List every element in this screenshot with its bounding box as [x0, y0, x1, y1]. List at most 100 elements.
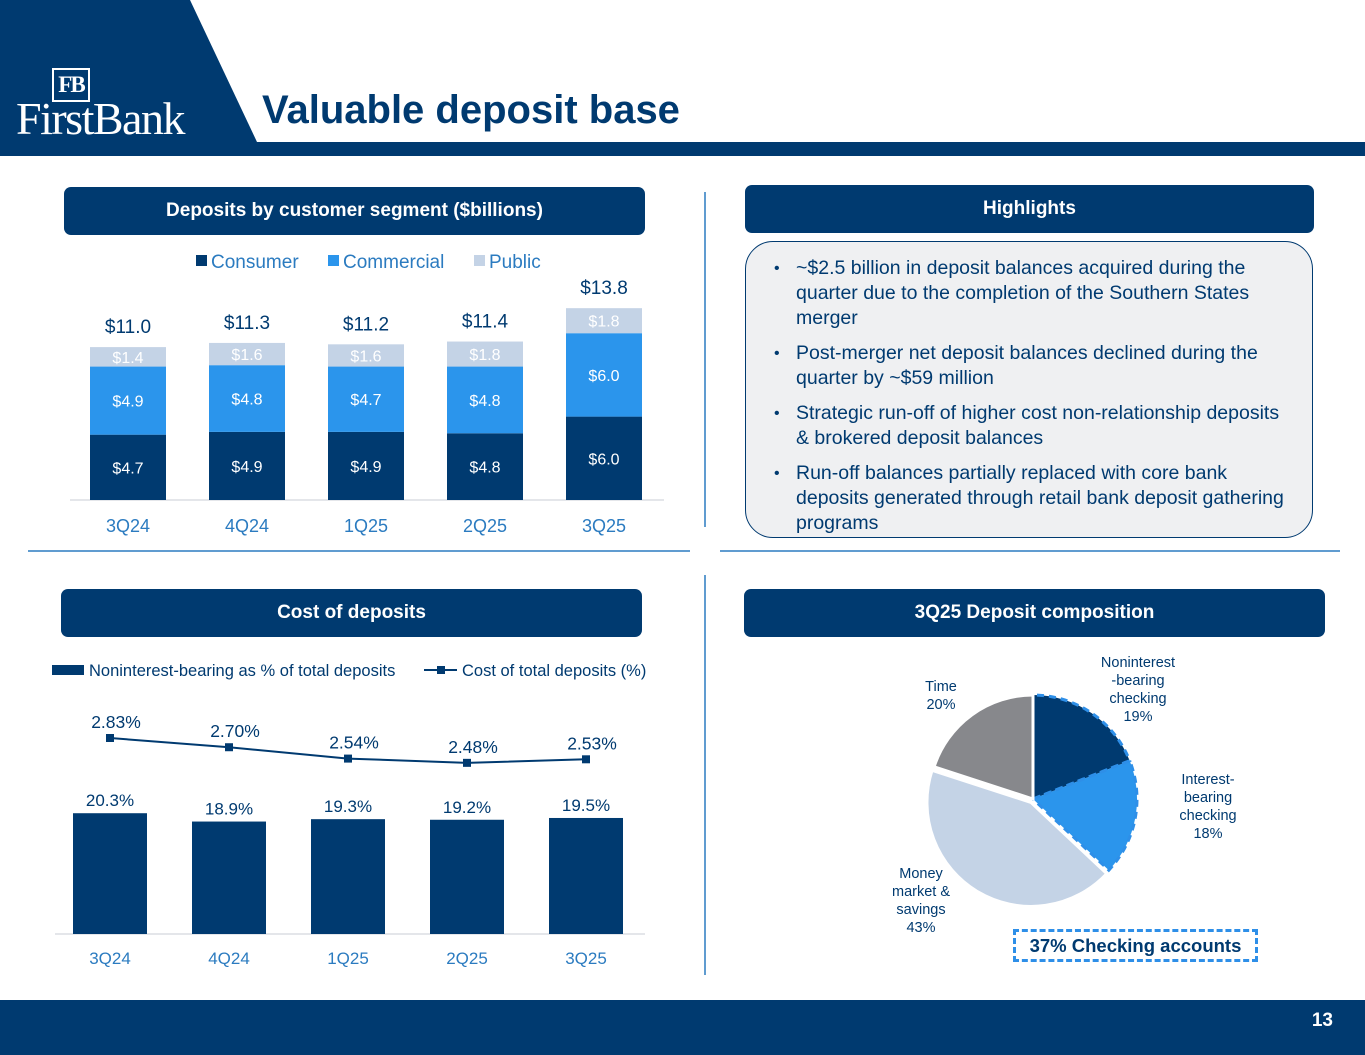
bar-commercial-3Q25	[566, 333, 642, 417]
x-tick-1Q25: 1Q25	[327, 949, 369, 968]
cost-marker-2Q25	[463, 758, 471, 767]
highlights-list: ~$2.5 billion in deposit balances acquir…	[746, 242, 1312, 536]
pie-label-money-market-savings: market &	[892, 884, 950, 900]
x-tick-3Q25: 3Q25	[565, 949, 607, 968]
page-number: 13	[1311, 1010, 1333, 1031]
bar-noninterest-4Q24	[192, 821, 266, 934]
legend-label-cost-line: Cost of total deposits (%)	[462, 662, 646, 680]
legend-label-noninterest-bars: Noninterest-bearing as % of total deposi…	[89, 662, 395, 680]
cost-label-3Q24: 2.83%	[91, 712, 141, 732]
header-graphic	[0, 0, 1365, 156]
bar-public-3Q24	[90, 347, 166, 367]
firstbank-logo-mark: FB	[52, 68, 90, 102]
bar-public-2Q25	[447, 341, 523, 367]
pie-label-money-market-savings: Money	[899, 866, 943, 882]
pie-label-noninterest-bearing-checking: 19%	[1123, 709, 1152, 725]
bar-label-noninterest-1Q25: 19.3%	[324, 797, 372, 816]
x-tick-4Q24: 4Q24	[225, 516, 269, 536]
legend-swatch-noninterest-bars	[52, 665, 84, 675]
pie-slice-noninterest-bearing-checking	[1031, 693, 1132, 802]
bar-label-public-4Q24: $1.6	[231, 347, 262, 364]
legend-label-public: Public	[489, 252, 541, 273]
composition-section-header: 3Q25 Deposit composition	[744, 589, 1325, 637]
cost-marker-1Q25	[344, 754, 352, 763]
total-label-2Q25: $11.4	[462, 312, 509, 333]
legend-swatch-consumer	[196, 255, 207, 266]
total-label-4Q24: $11.3	[224, 313, 270, 334]
deposits-section-header: Deposits by customer segment ($billions)	[64, 187, 645, 235]
bar-label-commercial-2Q25: $4.8	[469, 393, 500, 410]
bar-label-commercial-3Q25: $6.0	[588, 368, 619, 385]
pie-label-interest-bearing-checking: Interest-	[1181, 772, 1234, 788]
bar-label-noninterest-4Q24: 18.9%	[205, 800, 253, 819]
checking-accounts-callout: 37% Checking accounts	[1013, 929, 1258, 962]
cost-legend: Noninterest-bearing as % of total deposi…	[52, 662, 646, 680]
divider-lines	[28, 192, 1340, 975]
bar-consumer-1Q25	[328, 431, 404, 500]
bar-commercial-4Q24	[209, 365, 285, 432]
bar-noninterest-3Q24	[73, 813, 147, 934]
legend-swatch-commercial	[328, 255, 339, 266]
bar-commercial-2Q25	[447, 366, 523, 434]
bar-label-noninterest-3Q24: 20.3%	[86, 791, 134, 810]
bar-label-public-2Q25: $1.8	[469, 347, 500, 364]
x-tick-1Q25: 1Q25	[344, 516, 388, 536]
firstbank-logo-wordmark: FirstBank	[16, 93, 185, 144]
bar-label-public-3Q24: $1.4	[112, 350, 143, 367]
cost-label-2Q25: 2.48%	[448, 737, 498, 757]
pie-slice-money-market-savings	[925, 768, 1109, 908]
total-label-3Q25: $13.8	[580, 278, 628, 299]
pie-label-interest-bearing-checking: bearing	[1184, 790, 1232, 806]
footer-bar	[0, 1000, 1365, 1055]
bar-label-commercial-4Q24: $4.8	[231, 392, 262, 409]
cost-marker-3Q24	[106, 734, 114, 742]
cost-label-3Q25: 2.53%	[567, 733, 617, 753]
highlights-section-header: Highlights	[745, 185, 1314, 233]
cost-section-header: Cost of deposits	[61, 589, 642, 637]
bar-public-4Q24	[209, 342, 285, 366]
bar-label-consumer-1Q25: $4.9	[350, 459, 381, 476]
highlight-item: Run-off balances partially replaced with…	[774, 461, 1286, 536]
bar-label-consumer-3Q24: $4.7	[112, 460, 143, 477]
highlight-item: ~$2.5 billion in deposit balances acquir…	[774, 256, 1286, 331]
bar-noninterest-1Q25	[311, 819, 385, 934]
pie-slice-interest-bearing-checking	[1030, 758, 1139, 873]
bar-noninterest-2Q25	[430, 819, 504, 934]
bar-commercial-3Q24	[90, 366, 166, 435]
bar-label-consumer-2Q25: $4.8	[469, 460, 500, 477]
cost-marker-3Q25	[582, 755, 590, 764]
legend-label-consumer: Consumer	[211, 252, 299, 273]
pie-label-money-market-savings: savings	[896, 902, 945, 918]
header-logo-panel	[0, 0, 257, 142]
bar-consumer-4Q24	[209, 431, 285, 500]
highlights-box: ~$2.5 billion in deposit balances acquir…	[745, 241, 1313, 538]
bar-label-consumer-4Q24: $4.9	[231, 459, 262, 476]
total-label-1Q25: $11.2	[343, 314, 389, 335]
bar-public-3Q25	[566, 308, 642, 334]
pie-label-time: 20%	[926, 697, 955, 713]
x-tick-3Q25: 3Q25	[582, 516, 626, 536]
page-title: Valuable deposit base	[262, 88, 680, 132]
bar-label-commercial-3Q24: $4.9	[112, 394, 143, 411]
cost-label-1Q25: 2.54%	[329, 733, 379, 753]
bar-label-commercial-1Q25: $4.7	[350, 392, 381, 409]
x-tick-3Q24: 3Q24	[106, 516, 150, 536]
pie-label-money-market-savings: 43%	[906, 920, 935, 936]
pie-label-interest-bearing-checking: 18%	[1193, 826, 1222, 842]
bar-public-1Q25	[328, 344, 404, 367]
highlight-item: Post-merger net deposit balances decline…	[774, 341, 1286, 391]
x-tick-2Q25: 2Q25	[463, 516, 507, 536]
x-tick-3Q24: 3Q24	[89, 949, 131, 968]
bar-label-consumer-3Q25: $6.0	[588, 451, 619, 468]
x-tick-2Q25: 2Q25	[446, 949, 488, 968]
pie-label-noninterest-bearing-checking: checking	[1109, 691, 1166, 707]
cost-marker-4Q24	[225, 743, 233, 752]
bar-label-noninterest-2Q25: 19.2%	[443, 798, 491, 817]
deposits-legend: Consumer Commercial Public	[196, 252, 541, 273]
cost-of-deposits-chart: Noninterest-bearing as % of total deposi…	[52, 662, 646, 968]
x-tick-4Q24: 4Q24	[208, 949, 250, 968]
legend-label-commercial: Commercial	[343, 252, 444, 273]
highlight-item: Strategic run-off of higher cost non-rel…	[774, 401, 1286, 451]
legend-swatch-public	[474, 255, 485, 266]
header-rule	[0, 142, 1365, 156]
